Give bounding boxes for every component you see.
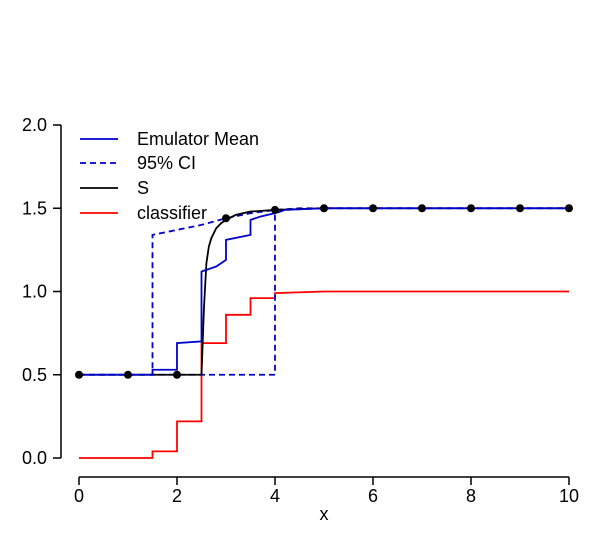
x-tick-label: 4 [270, 486, 280, 506]
axes: 0 2 4 6 8 10 x 0.0 0.5 1.0 1.5 2.0 [22, 115, 579, 524]
data-point [124, 370, 132, 379]
data-point [320, 204, 328, 213]
x-tick-label: 10 [559, 486, 579, 506]
data-point [565, 204, 573, 213]
points-layer [75, 204, 573, 379]
data-point [369, 204, 377, 213]
series-layer [79, 207, 569, 459]
y-tick-label: 1.0 [22, 282, 47, 302]
y-tick-label: 1.5 [22, 198, 47, 218]
data-point [418, 204, 426, 213]
x-tick-label: 6 [368, 486, 378, 506]
legend-label: S [137, 178, 149, 198]
data-point [271, 205, 279, 214]
x-tick-label: 2 [172, 486, 182, 506]
data-point [75, 370, 83, 379]
y-tick-label: 0.0 [22, 448, 47, 468]
legend-label: 95% CI [137, 153, 196, 173]
x-tick-label: 0 [74, 486, 84, 506]
data-point [467, 204, 475, 213]
data-point [516, 204, 524, 213]
legend-label: Emulator Mean [137, 129, 259, 149]
data-point [173, 370, 181, 379]
y-tick-label: 0.5 [22, 365, 47, 385]
x-axis-title: x [320, 504, 329, 524]
x-tick-label: 8 [466, 486, 476, 506]
data-point [222, 214, 230, 223]
y-tick-label: 2.0 [22, 115, 47, 135]
legend-label: classifier [137, 203, 207, 223]
